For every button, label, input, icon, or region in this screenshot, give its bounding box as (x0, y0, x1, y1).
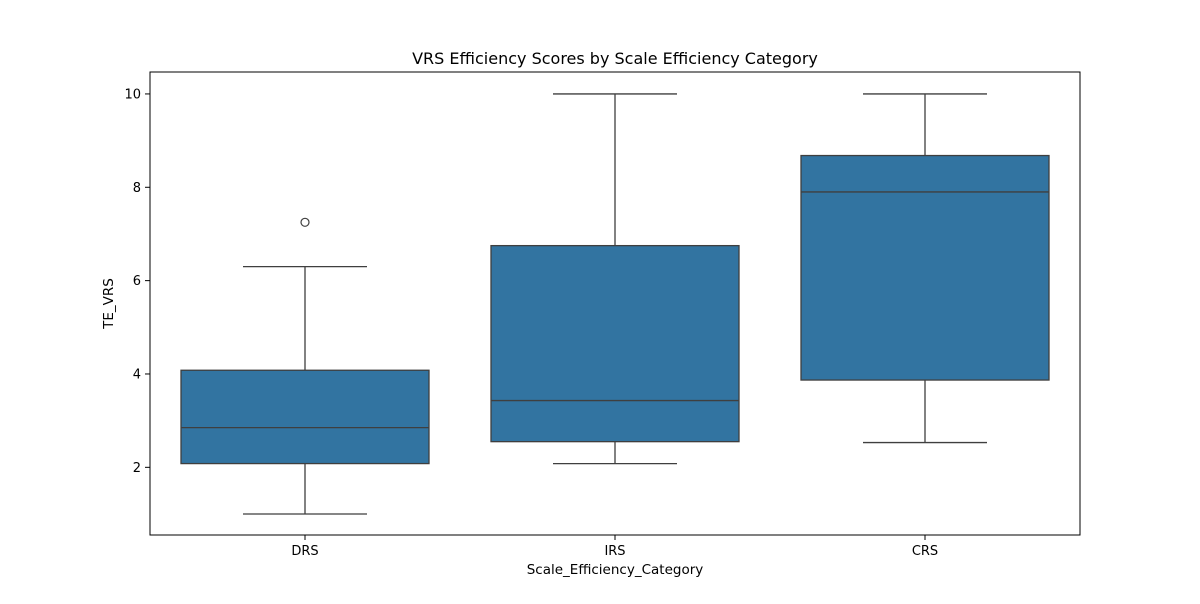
x-tick-label: IRS (604, 544, 625, 559)
y-axis-label: TE_VRS (101, 278, 117, 330)
outlier-point (300, 217, 310, 227)
box-crs (800, 93, 1050, 444)
x-tick-label: CRS (912, 544, 938, 559)
y-tick-label: 6 (133, 274, 141, 289)
x-tick-label: DRS (291, 544, 318, 559)
y-tick-label: 2 (133, 461, 141, 476)
y-tick-label: 4 (133, 367, 141, 382)
y-tick-label: 8 (133, 181, 141, 196)
box-drs (180, 217, 430, 515)
box-irs (490, 93, 740, 465)
y-tick-label: 10 (124, 87, 141, 102)
iqr-box (490, 244, 740, 443)
chart-title: VRS Efficiency Scores by Scale Efficienc… (412, 49, 818, 68)
plot-area (180, 93, 1050, 515)
x-axis-label: Scale_Efficiency_Category (527, 562, 704, 578)
iqr-box (180, 369, 430, 465)
iqr-box (800, 154, 1050, 381)
